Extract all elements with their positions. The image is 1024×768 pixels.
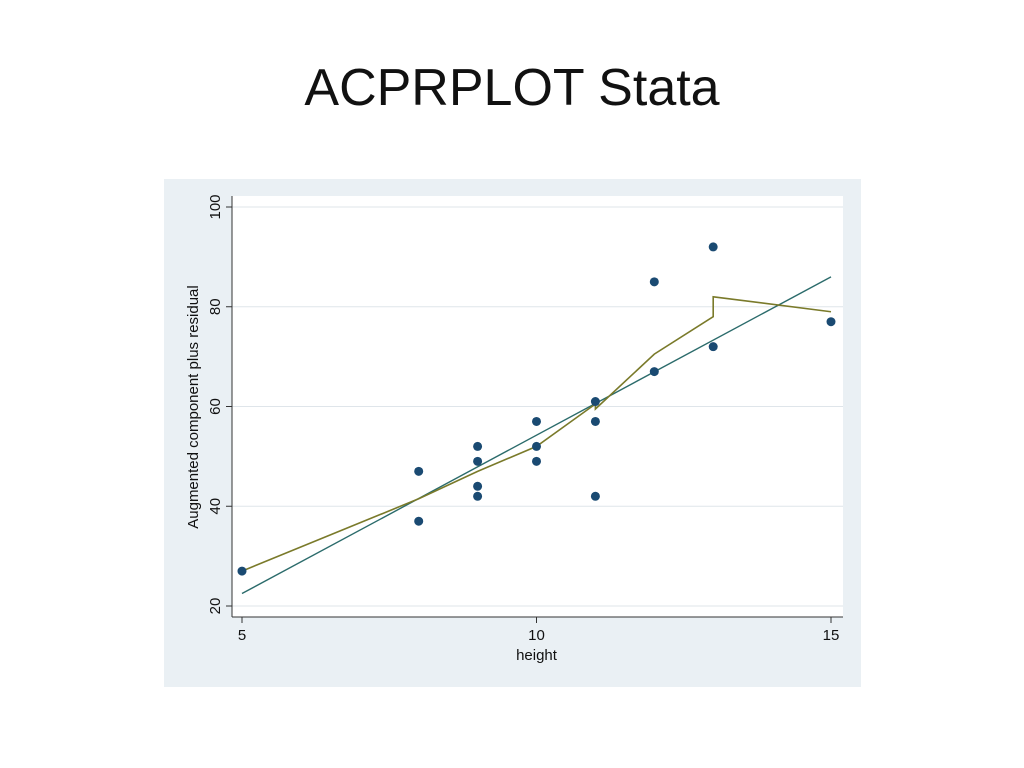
x-axis-title: height (516, 647, 558, 664)
data-point (532, 416, 541, 426)
y-tick-label: 20 (207, 598, 224, 615)
data-point (826, 317, 836, 327)
data-point (590, 397, 600, 407)
data-point (414, 466, 424, 476)
data-point (473, 441, 483, 451)
data-point (590, 491, 600, 501)
tick-labels: 5 10 15 20 40 60 80 100 (207, 194, 839, 644)
data-point (473, 456, 483, 466)
y-tick-label: 40 (207, 498, 224, 515)
data-point (708, 342, 718, 352)
data-point (532, 456, 541, 466)
data-point (237, 566, 247, 576)
data-point (590, 416, 600, 426)
x-tick-label: 15 (823, 627, 840, 644)
data-point (649, 277, 659, 287)
y-tick-label: 100 (207, 194, 224, 219)
data-points (237, 242, 836, 576)
chart-panel: 5 10 15 20 40 60 80 100 height Augmented compon… (164, 179, 861, 687)
fit-line (241, 276, 832, 595)
x-tick-label: 10 (528, 627, 545, 644)
data-point (473, 481, 483, 491)
smooth-line (241, 295, 832, 572)
data-point (708, 242, 718, 252)
grid-lines (232, 206, 843, 607)
y-axis-title: Augmented component plus residual (185, 285, 202, 529)
y-tick-label: 80 (207, 298, 224, 315)
axes (226, 196, 843, 623)
chart-svg: 5 10 15 20 40 60 80 100 height Augmented compon… (185, 194, 843, 664)
data-point (649, 367, 659, 377)
data-point (473, 491, 483, 501)
x-tick-label: 5 (238, 627, 246, 644)
slide-title: ACPRPLOT Stata (304, 59, 720, 117)
y-tick-label: 60 (207, 398, 224, 415)
data-point (532, 441, 541, 451)
data-point (414, 516, 424, 526)
